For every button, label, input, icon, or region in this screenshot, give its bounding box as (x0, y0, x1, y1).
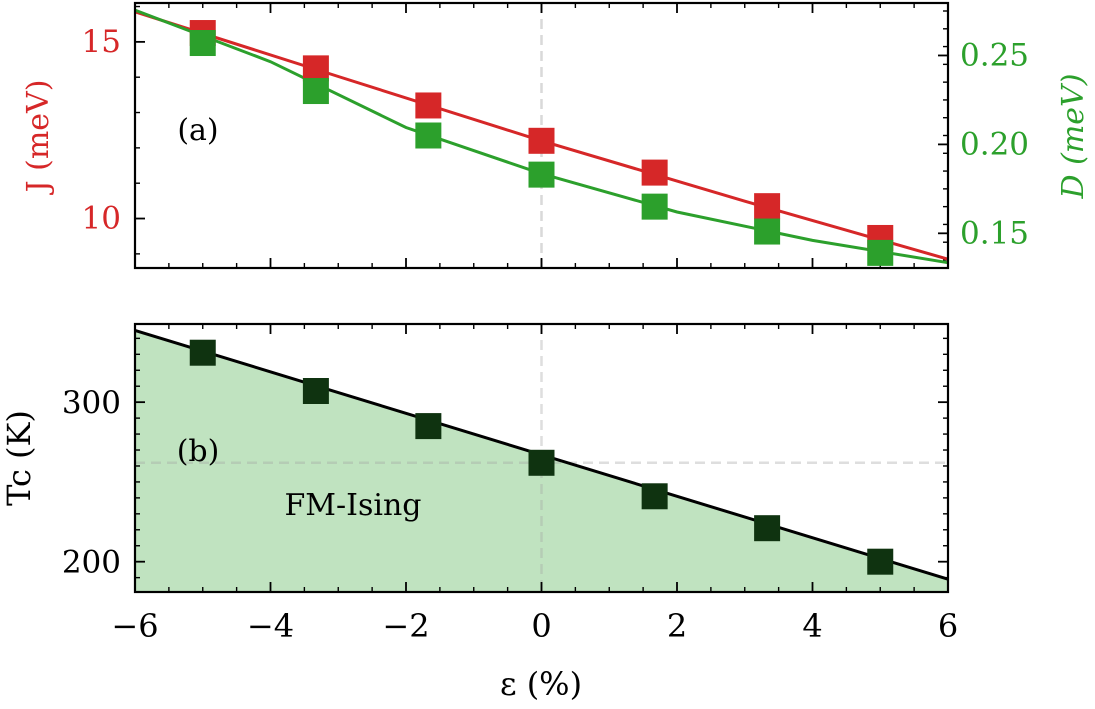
d-data-point (415, 122, 442, 149)
y-tick-label-left: 15 (82, 24, 121, 60)
x-tick-label: 6 (938, 607, 958, 645)
x-tick-label: 0 (531, 607, 551, 645)
j-data-point (528, 127, 555, 154)
y-tick-label-right: 0.25 (960, 37, 1029, 73)
d-data-point (528, 161, 555, 188)
panel-a-frame (133, 1, 950, 270)
y-tick-label-left: 10 (82, 201, 121, 237)
tc-data-point (641, 483, 668, 510)
tc-data-point (189, 339, 216, 366)
tc-data-point (754, 515, 781, 542)
tc-data-point (415, 413, 442, 440)
x-tick-label: −6 (111, 607, 158, 645)
x-tick-label: 4 (802, 607, 822, 645)
j-data-point (754, 193, 781, 220)
d-data-point (302, 78, 329, 105)
panel-b: −6 −4 −2 0 2 4 6 200 300 (b) FM-Ising Tc (K) ε (… (0, 322, 958, 703)
y-axis-label: Tc (K) (0, 410, 38, 506)
panel-b-plot-layer: −6 −4 −2 0 2 4 6 200 300 (62, 324, 958, 645)
d-data-point (641, 193, 668, 220)
x-tick-label: −2 (382, 607, 429, 645)
tc-data-point (867, 548, 894, 575)
tc-data-point (528, 449, 555, 476)
j-data-point (415, 92, 442, 119)
x-tick-label: 2 (667, 607, 687, 645)
region-label: FM-Ising (284, 488, 421, 523)
panel-b-frame (133, 322, 950, 594)
y-tick-label: 200 (62, 545, 121, 581)
d-data-point (867, 239, 894, 266)
panel-a-label: (a) (177, 113, 218, 148)
y-tick-label: 300 (62, 385, 121, 421)
panel-a-plot-layer: 10 15 0.15 0.20 0.25 (82, 3, 1029, 268)
d-data-point (189, 30, 216, 57)
d-data-point (754, 218, 781, 245)
tc-data-point (302, 378, 329, 404)
y-tick-label-right: 0.15 (960, 215, 1029, 251)
x-tick-label: −4 (247, 607, 294, 645)
j-data-point (641, 159, 668, 186)
y-tick-label-right: 0.20 (960, 126, 1029, 162)
x-axis-label: ε (%) (500, 665, 582, 703)
y-axis-label-right: D (meV) (1056, 74, 1091, 200)
j-data-point (302, 55, 329, 82)
y-axis-label-left: J (meV) (21, 80, 56, 196)
panel-a: 10 15 0.15 0.20 0.25 (a) J (meV) D (meV) (21, 1, 1091, 270)
panel-b-label: (b) (177, 434, 220, 469)
